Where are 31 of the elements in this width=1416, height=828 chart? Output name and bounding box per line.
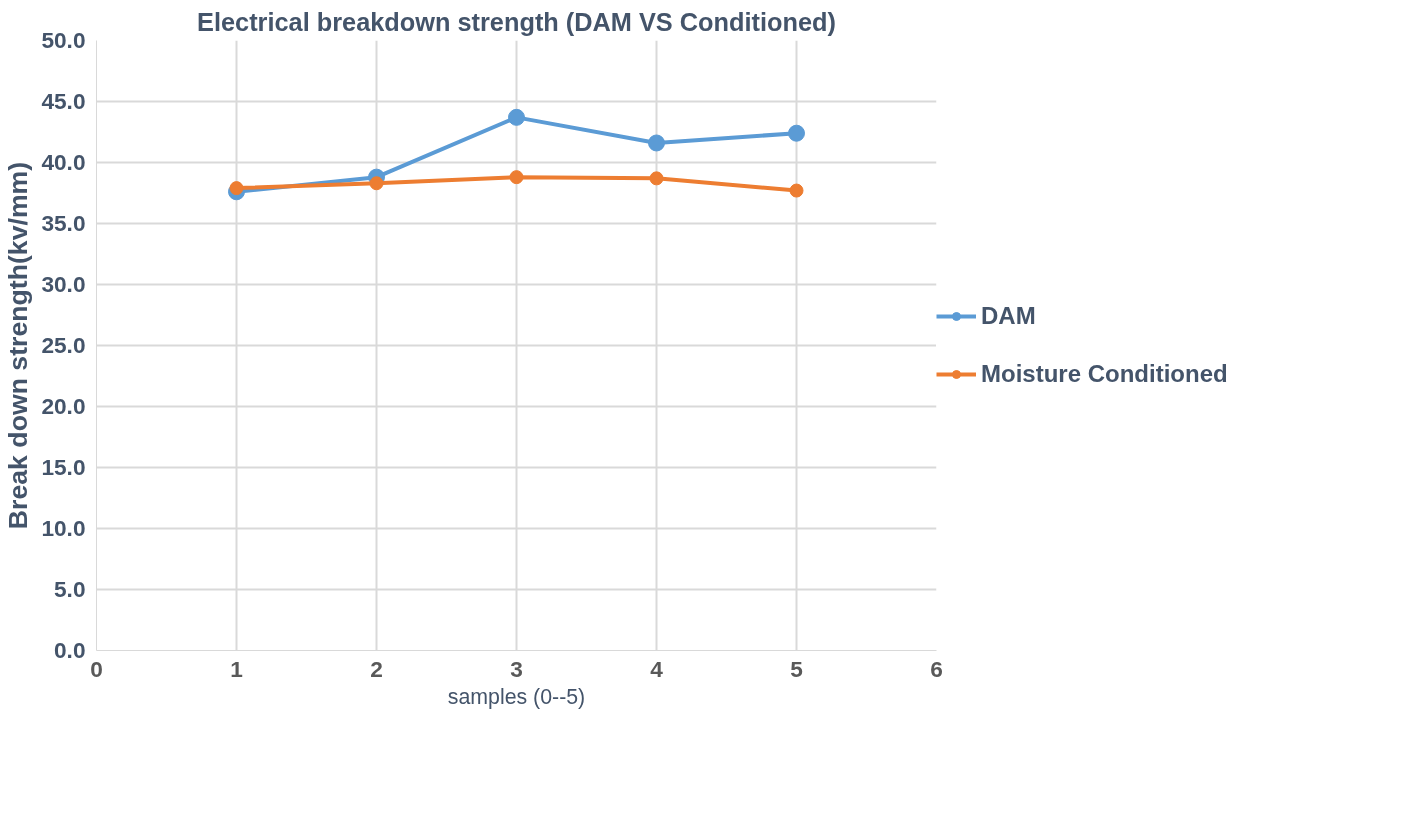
- x-tick-label: 3: [510, 655, 523, 682]
- y-tick-label: 5.0: [54, 576, 86, 602]
- chart-title: Electrical breakdown strength (DAM VS Conditioned): [197, 7, 836, 36]
- point: [648, 134, 665, 152]
- y-tick-label: 10.0: [41, 515, 86, 541]
- y-tick-label: 35.0: [41, 210, 86, 236]
- x-tick-label: 4: [650, 655, 664, 682]
- y-tick-label: 40.0: [41, 149, 86, 175]
- legend-label: Moisture Conditioned: [981, 360, 1228, 388]
- y-tick-label: 30.0: [41, 271, 86, 297]
- point: [509, 170, 524, 185]
- y-tick-label: 45.0: [41, 88, 86, 114]
- x-tick-label: 6: [930, 655, 943, 682]
- x-tick-label: 0: [90, 655, 103, 682]
- point: [649, 171, 664, 186]
- y-tick-label: 0.0: [54, 637, 86, 663]
- legend-label: DAM: [981, 302, 1036, 330]
- x-tick-label: 2: [370, 655, 383, 682]
- y-tick-label: 15.0: [41, 454, 86, 480]
- x-axis-title: samples (0--5): [447, 684, 586, 709]
- y-tick-label: 20.0: [41, 393, 86, 419]
- y-tick-label: 50.0: [41, 27, 86, 53]
- y-tick-label: 25.0: [41, 332, 86, 358]
- x-tick-label: 5: [790, 655, 803, 682]
- point: [788, 124, 805, 142]
- y-axis-title: Break down strength(kv/mm): [3, 161, 34, 530]
- point: [789, 183, 804, 198]
- point: [508, 108, 525, 126]
- x-tick-label: 1: [230, 655, 243, 682]
- point: [369, 176, 384, 191]
- point: [229, 181, 244, 196]
